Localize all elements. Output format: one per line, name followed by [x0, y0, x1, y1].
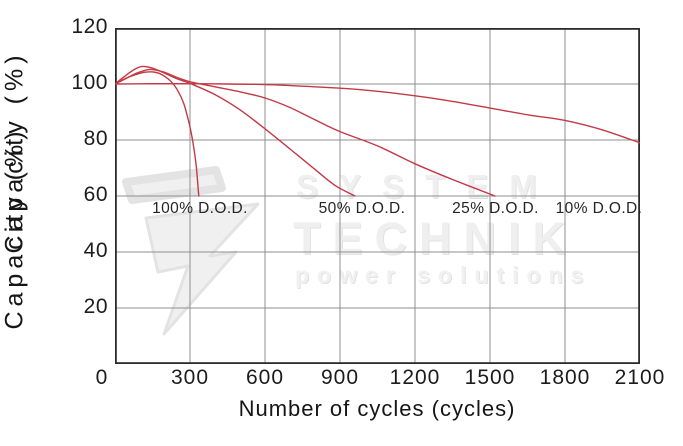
curve-100-d-o-d-	[115, 71, 200, 197]
y-axis-label-ghost: Capacity (%)	[0, 126, 29, 330]
curve-10-d-o-d-	[115, 83, 640, 144]
curve-25-d-o-d-	[115, 68, 496, 197]
plot-area	[115, 28, 640, 364]
watermark-tagline: power solutions	[295, 262, 592, 288]
curve-50-d-o-d-	[115, 65, 356, 197]
watermark-brand-technik: TECHNIK	[293, 213, 577, 264]
watermark-arrow-logo	[122, 166, 260, 336]
plot-frame	[115, 28, 640, 364]
x-axis-label: Number of cycles (cycles)	[238, 396, 516, 421]
